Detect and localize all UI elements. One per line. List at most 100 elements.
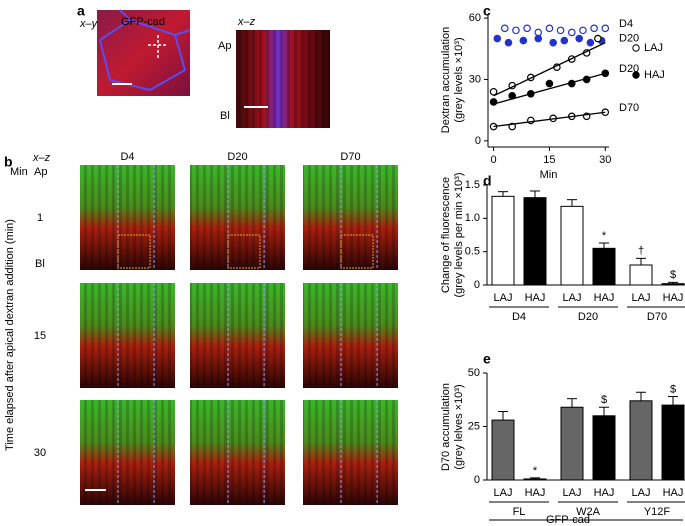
data-point	[560, 36, 569, 45]
legend-marker	[632, 44, 640, 52]
group-label: D20	[578, 311, 598, 323]
x-tick-label: 30	[599, 154, 611, 166]
data-point	[579, 26, 587, 35]
column-label: D20	[227, 151, 247, 163]
y-tick-label: 30	[469, 73, 481, 85]
panel-label: d	[483, 173, 492, 189]
row-label: 30	[34, 447, 46, 459]
xz-texture	[303, 283, 398, 388]
roi-box	[227, 234, 261, 269]
xz-texture	[303, 165, 398, 270]
x-tick-label: HAJ	[525, 292, 546, 304]
y-tick-label: 60	[469, 12, 481, 24]
y-axis-label: (grey levels ×10³)	[453, 37, 465, 122]
xz-texture	[80, 283, 175, 388]
data-point	[601, 24, 610, 33]
y-axis-label: (grey lelves ×10³)	[453, 384, 465, 469]
significance-mark: †	[638, 245, 644, 257]
xz-texture	[80, 400, 175, 505]
bar	[629, 264, 653, 286]
panel-label: a	[77, 3, 85, 19]
y-tick-label: 0	[474, 474, 480, 486]
xz-texture	[303, 400, 398, 505]
xz-texture	[236, 30, 330, 128]
roi-box	[340, 234, 374, 269]
group-label: Y12F	[644, 506, 671, 518]
bar	[592, 247, 616, 286]
significance-mark: $	[670, 383, 676, 395]
y-tick-label: 0.5	[465, 246, 480, 258]
x-tick-label: HAJ	[663, 292, 684, 304]
row-label: 1	[37, 212, 43, 224]
group-label: FL	[513, 506, 526, 518]
x-tick-label: 0	[491, 154, 497, 166]
view-label: x–y	[79, 18, 99, 30]
x-axis-label: Min	[540, 169, 558, 181]
data-point	[519, 36, 528, 45]
fit-line	[493, 111, 606, 128]
legend-marker	[632, 71, 640, 79]
group-label: D70	[647, 311, 667, 323]
bar	[629, 400, 653, 481]
fit-line	[493, 72, 606, 105]
apical-label: Ap	[218, 40, 231, 52]
data-point	[523, 24, 531, 33]
row-label: 15	[34, 330, 46, 342]
min-label: Min	[10, 166, 28, 178]
view-label: x–z	[237, 16, 256, 28]
significance-mark: *	[602, 230, 607, 242]
data-point	[549, 38, 557, 47]
data-point	[534, 28, 543, 37]
supergroup-label: GFP-cad	[546, 514, 590, 526]
data-point	[504, 38, 513, 47]
data-point	[575, 34, 584, 43]
x-tick-label: 15	[543, 154, 555, 166]
data-point	[567, 28, 576, 37]
xz-texture	[190, 400, 285, 505]
data-point	[594, 34, 602, 43]
bar	[523, 197, 547, 286]
y-axis-label: Dextran accumulation	[440, 27, 452, 133]
basal-label: Bl	[35, 258, 45, 270]
bar	[560, 205, 584, 286]
bar	[491, 419, 515, 481]
cell-outline	[99, 9, 191, 91]
series-label: D20	[619, 33, 639, 45]
series-label: D70	[619, 102, 639, 114]
legend-label: HAJ	[644, 69, 665, 81]
data-point	[489, 87, 498, 96]
data-point	[590, 24, 598, 33]
panel-label: b	[4, 154, 13, 170]
x-tick-label: LAJ	[563, 487, 582, 499]
panel-label: e	[483, 351, 491, 367]
y-tick-label: 0	[474, 279, 480, 291]
fit-line	[493, 42, 606, 97]
xz-texture	[190, 283, 285, 388]
x-tick-label: HAJ	[663, 487, 684, 499]
roi-box	[117, 234, 151, 269]
data-point	[545, 24, 554, 33]
bar	[661, 283, 685, 286]
xz-texture	[190, 165, 285, 270]
y-axis-label: D70 accumulation	[440, 383, 452, 471]
bar	[491, 195, 515, 286]
data-point	[489, 98, 498, 106]
significance-mark: *	[533, 465, 538, 477]
data-point	[500, 24, 509, 33]
y-axis-label: (grey levels per min ×10³)	[453, 172, 465, 297]
series-label: D4	[619, 18, 633, 30]
y-tick-label: 25	[468, 420, 480, 432]
y-tick-label: 1.5	[465, 179, 480, 191]
basal-label: Bl	[220, 110, 230, 122]
data-point	[545, 79, 554, 88]
x-tick-label: LAJ	[563, 292, 582, 304]
y-axis-label: Change of fluorescence	[440, 177, 452, 293]
x-tick-label: HAJ	[525, 487, 546, 499]
bar	[560, 406, 584, 481]
x-tick-label: LAJ	[494, 292, 513, 304]
image-title: GFP-cad	[121, 16, 165, 28]
crosshair	[148, 35, 168, 58]
column-label: D70	[340, 151, 360, 163]
xz-texture	[80, 165, 175, 270]
